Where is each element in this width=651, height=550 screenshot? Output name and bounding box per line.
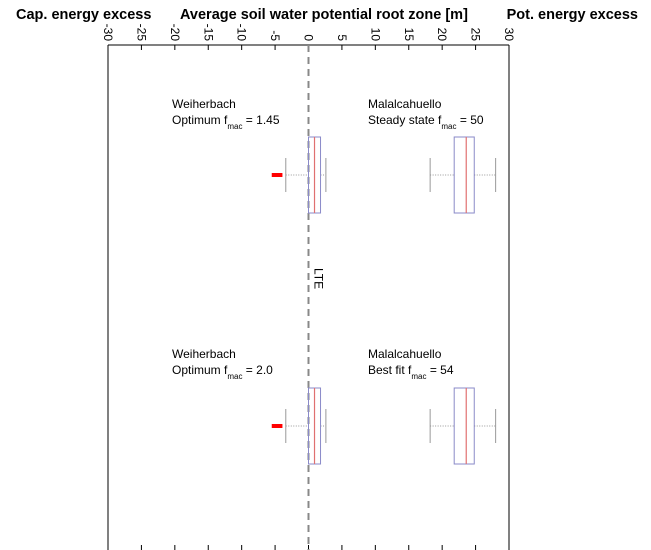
x-tick-label: 0 xyxy=(302,34,316,41)
box-fmac-label: Steady state fmac = 50 xyxy=(368,113,484,131)
x-tick-label: -10 xyxy=(235,24,249,42)
box-site-label: Malalcahuello xyxy=(368,347,442,361)
x-tick-label: 10 xyxy=(368,28,382,42)
box-site-label: Weiherbach xyxy=(172,97,236,111)
chart-title: Average soil water potential root zone [… xyxy=(180,7,468,23)
left-header: Cap. energy excess xyxy=(16,7,152,23)
box-site-label: Malalcahuello xyxy=(368,97,442,111)
x-tick-label: -30 xyxy=(101,24,115,42)
box-iqr xyxy=(453,387,475,465)
lte-label: LTE xyxy=(312,268,326,289)
box-malalcahuello xyxy=(429,387,497,465)
x-tick-label: 5 xyxy=(335,34,349,41)
x-tick-label: -5 xyxy=(268,30,282,41)
x-tick-label: 20 xyxy=(435,28,449,42)
x-tick-label: -20 xyxy=(168,24,182,42)
right-header: Pot. energy excess xyxy=(506,7,638,23)
x-tick-label: -25 xyxy=(134,24,148,42)
box-site-label: Weiherbach xyxy=(172,347,236,361)
box-weiherbach xyxy=(271,387,327,465)
x-tick-label: 30 xyxy=(502,28,516,42)
x-tick-label: 25 xyxy=(469,28,483,42)
box-fmac-label: Optimum fmac = 2.0 xyxy=(172,363,273,381)
x-tick-label: -15 xyxy=(201,24,215,42)
box-fmac-label: Best fit fmac = 54 xyxy=(368,363,454,381)
box-iqr xyxy=(453,136,475,214)
x-tick-label: 15 xyxy=(402,28,416,42)
box-fmac-label: Optimum fmac = 1.45 xyxy=(172,113,280,131)
box-malalcahuello xyxy=(429,136,497,214)
box-weiherbach xyxy=(271,136,327,214)
